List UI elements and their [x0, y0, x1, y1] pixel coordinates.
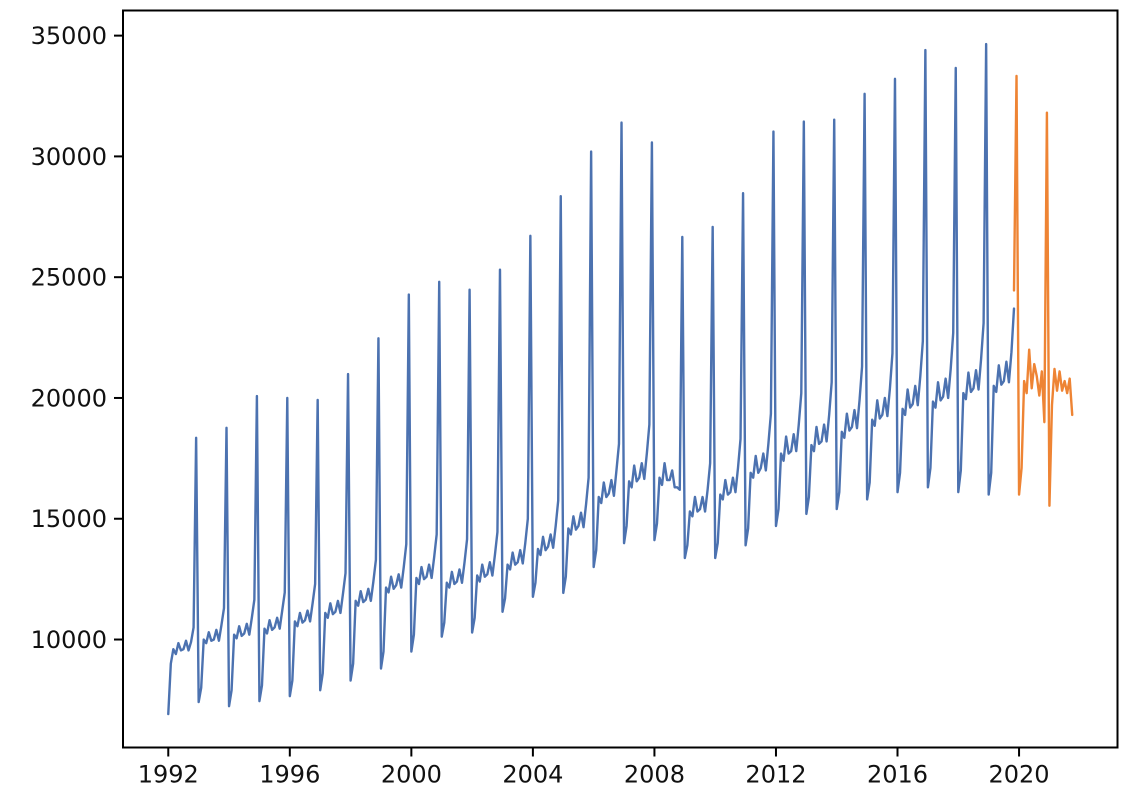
x-tick-label: 2004 [502, 761, 563, 789]
x-tick-label: 2020 [989, 761, 1050, 789]
y-tick-label: 10000 [31, 626, 107, 654]
x-tick-label: 2008 [624, 761, 685, 789]
observed-monthly-series-line [167, 42, 1016, 716]
continuation-series-line [1012, 74, 1074, 507]
y-tick-label: 20000 [31, 384, 107, 412]
x-tick-label: 1992 [138, 761, 199, 789]
x-tick-label: 2012 [745, 761, 806, 789]
y-tick-label: 25000 [31, 264, 107, 292]
x-tick-label: 2000 [381, 761, 442, 789]
y-tick-label: 15000 [31, 505, 107, 533]
y-tick-label: 35000 [31, 22, 107, 50]
x-tick-label: 2016 [867, 761, 928, 789]
plot-border [122, 9, 1119, 749]
y-tick-label: 30000 [31, 143, 107, 171]
x-tick-label: 1996 [259, 761, 320, 789]
